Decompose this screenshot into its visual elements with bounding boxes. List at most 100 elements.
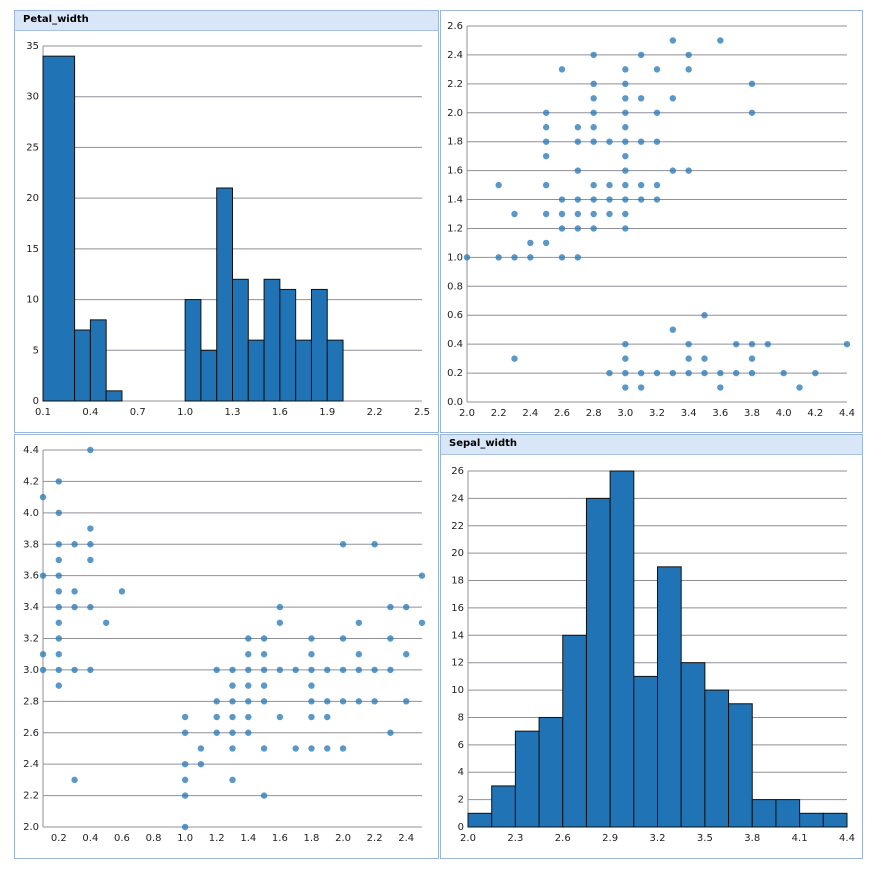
y-tick-label: 2.6: [23, 728, 39, 739]
scatter-point: [463, 254, 471, 261]
scatter-point: [748, 355, 756, 362]
scatter-point: [71, 603, 78, 611]
y-tick-label: 5: [33, 345, 39, 356]
scatter-point: [669, 167, 677, 174]
scatter-point: [260, 745, 268, 752]
scatter-point: [732, 340, 740, 348]
histogram-bar: [799, 812, 824, 828]
scatter-point: [55, 619, 62, 626]
scatter-point: [637, 51, 645, 59]
scatter-point: [558, 66, 566, 73]
x-tick-label: 4.2: [807, 408, 823, 419]
x-tick-label: 1.6: [272, 407, 288, 418]
x-tick-label: 0.2: [51, 833, 67, 844]
scatter-point: [87, 603, 94, 611]
x-tick-label: 1.6: [272, 833, 288, 844]
scatter-point: [387, 666, 394, 674]
panel-title-petal-width: Petal_width: [15, 11, 438, 31]
scatter-point: [181, 729, 189, 736]
y-tick-label: 2.8: [23, 696, 39, 707]
x-tick-label: 2.6: [555, 833, 571, 844]
y-tick-label: 4.0: [23, 508, 39, 519]
scatter-point: [637, 369, 645, 377]
x-tick-label: 2.0: [459, 408, 475, 419]
scatter-point: [39, 493, 47, 501]
y-tick-label: 35: [26, 41, 39, 52]
y-tick-label: 0: [458, 822, 464, 833]
histogram-bar: [105, 390, 123, 402]
scatter-point: [308, 651, 315, 658]
scatter-point: [590, 225, 597, 232]
scatter-point: [622, 109, 629, 116]
scatter-point: [606, 196, 613, 203]
scatter-point: [748, 340, 756, 348]
scatter-point: [245, 729, 252, 736]
scatter-point: [118, 588, 126, 595]
histogram-bar: [42, 55, 76, 402]
y-tick-label: 10: [26, 295, 39, 306]
x-tick-label: 0.6: [114, 833, 130, 844]
y-tick-label: 22: [451, 521, 464, 532]
scatter-point: [260, 682, 268, 689]
y-tick-label: 16: [451, 603, 464, 614]
histogram-bar: [326, 339, 344, 402]
scatter-point: [308, 713, 315, 721]
scatter-point: [622, 355, 629, 362]
y-tick-label: 0.8: [447, 281, 463, 292]
y-tick-label: 24: [451, 493, 464, 504]
y-tick-label: 0.4: [447, 339, 463, 350]
scatter-point: [181, 760, 189, 768]
x-tick-label: 1.8: [304, 833, 320, 844]
histogram-bar: [467, 812, 493, 828]
histogram-bar: [200, 349, 218, 402]
x-tick-label: 3.4: [681, 408, 697, 419]
x-tick-label: 1.0: [177, 407, 193, 418]
scatter-point: [701, 369, 708, 377]
scatter-point: [71, 588, 78, 595]
scatter-point: [387, 635, 394, 642]
scatter-point: [637, 384, 645, 391]
scatter-point: [590, 95, 597, 102]
histogram-bar: [704, 689, 730, 828]
scatter-point: [181, 776, 189, 784]
scatter-point: [637, 196, 645, 203]
y-tick-label: 14: [451, 630, 464, 641]
scatter-point: [403, 698, 410, 705]
scatter-point: [622, 384, 629, 391]
scatter-point: [87, 525, 94, 532]
scatter-point: [622, 80, 629, 88]
scatter-point: [403, 651, 410, 658]
scatter-point: [245, 651, 252, 658]
y-tick-label: 2.2: [447, 79, 463, 90]
x-tick-label: 2.0: [335, 833, 351, 844]
histogram-bar: [657, 566, 682, 828]
scatter-point: [276, 619, 284, 626]
scatter-point: [653, 66, 661, 73]
x-tick-label: 2.9: [602, 833, 618, 844]
scatter-point: [355, 619, 363, 626]
histogram-bar: [822, 812, 848, 828]
x-tick-label: 3.8: [744, 833, 760, 844]
scatter-point: [558, 225, 566, 232]
x-tick-label: 2.0: [460, 833, 476, 844]
scatter-point: [669, 369, 677, 377]
histogram-bar: [728, 703, 753, 828]
scatter-point: [308, 635, 315, 642]
scatter-point: [542, 210, 550, 218]
panel-sepal-vs-petal-scatter: 0.0 0.2 0.4 0.6 0.8 1.0 1.2 1.4 1.6 1.8 2.0 2.2 2.4 2…: [440, 10, 863, 433]
y-tick-label: 1.6: [447, 166, 463, 177]
scatter-point: [229, 698, 236, 705]
scatter-point: [748, 109, 756, 116]
scatter-point: [527, 239, 534, 247]
scatter-point: [387, 603, 394, 611]
scatter-point: [558, 196, 566, 203]
scatter-point: [843, 340, 851, 348]
scatter-point: [229, 776, 236, 784]
scatter-point: [558, 210, 566, 218]
scatter-point: [796, 384, 803, 391]
x-tick-label: 1.0: [177, 833, 193, 844]
y-tick-label: 30: [26, 92, 39, 103]
scatter-point: [669, 37, 677, 44]
scatter-point: [260, 635, 268, 642]
scatter-point: [574, 196, 582, 203]
